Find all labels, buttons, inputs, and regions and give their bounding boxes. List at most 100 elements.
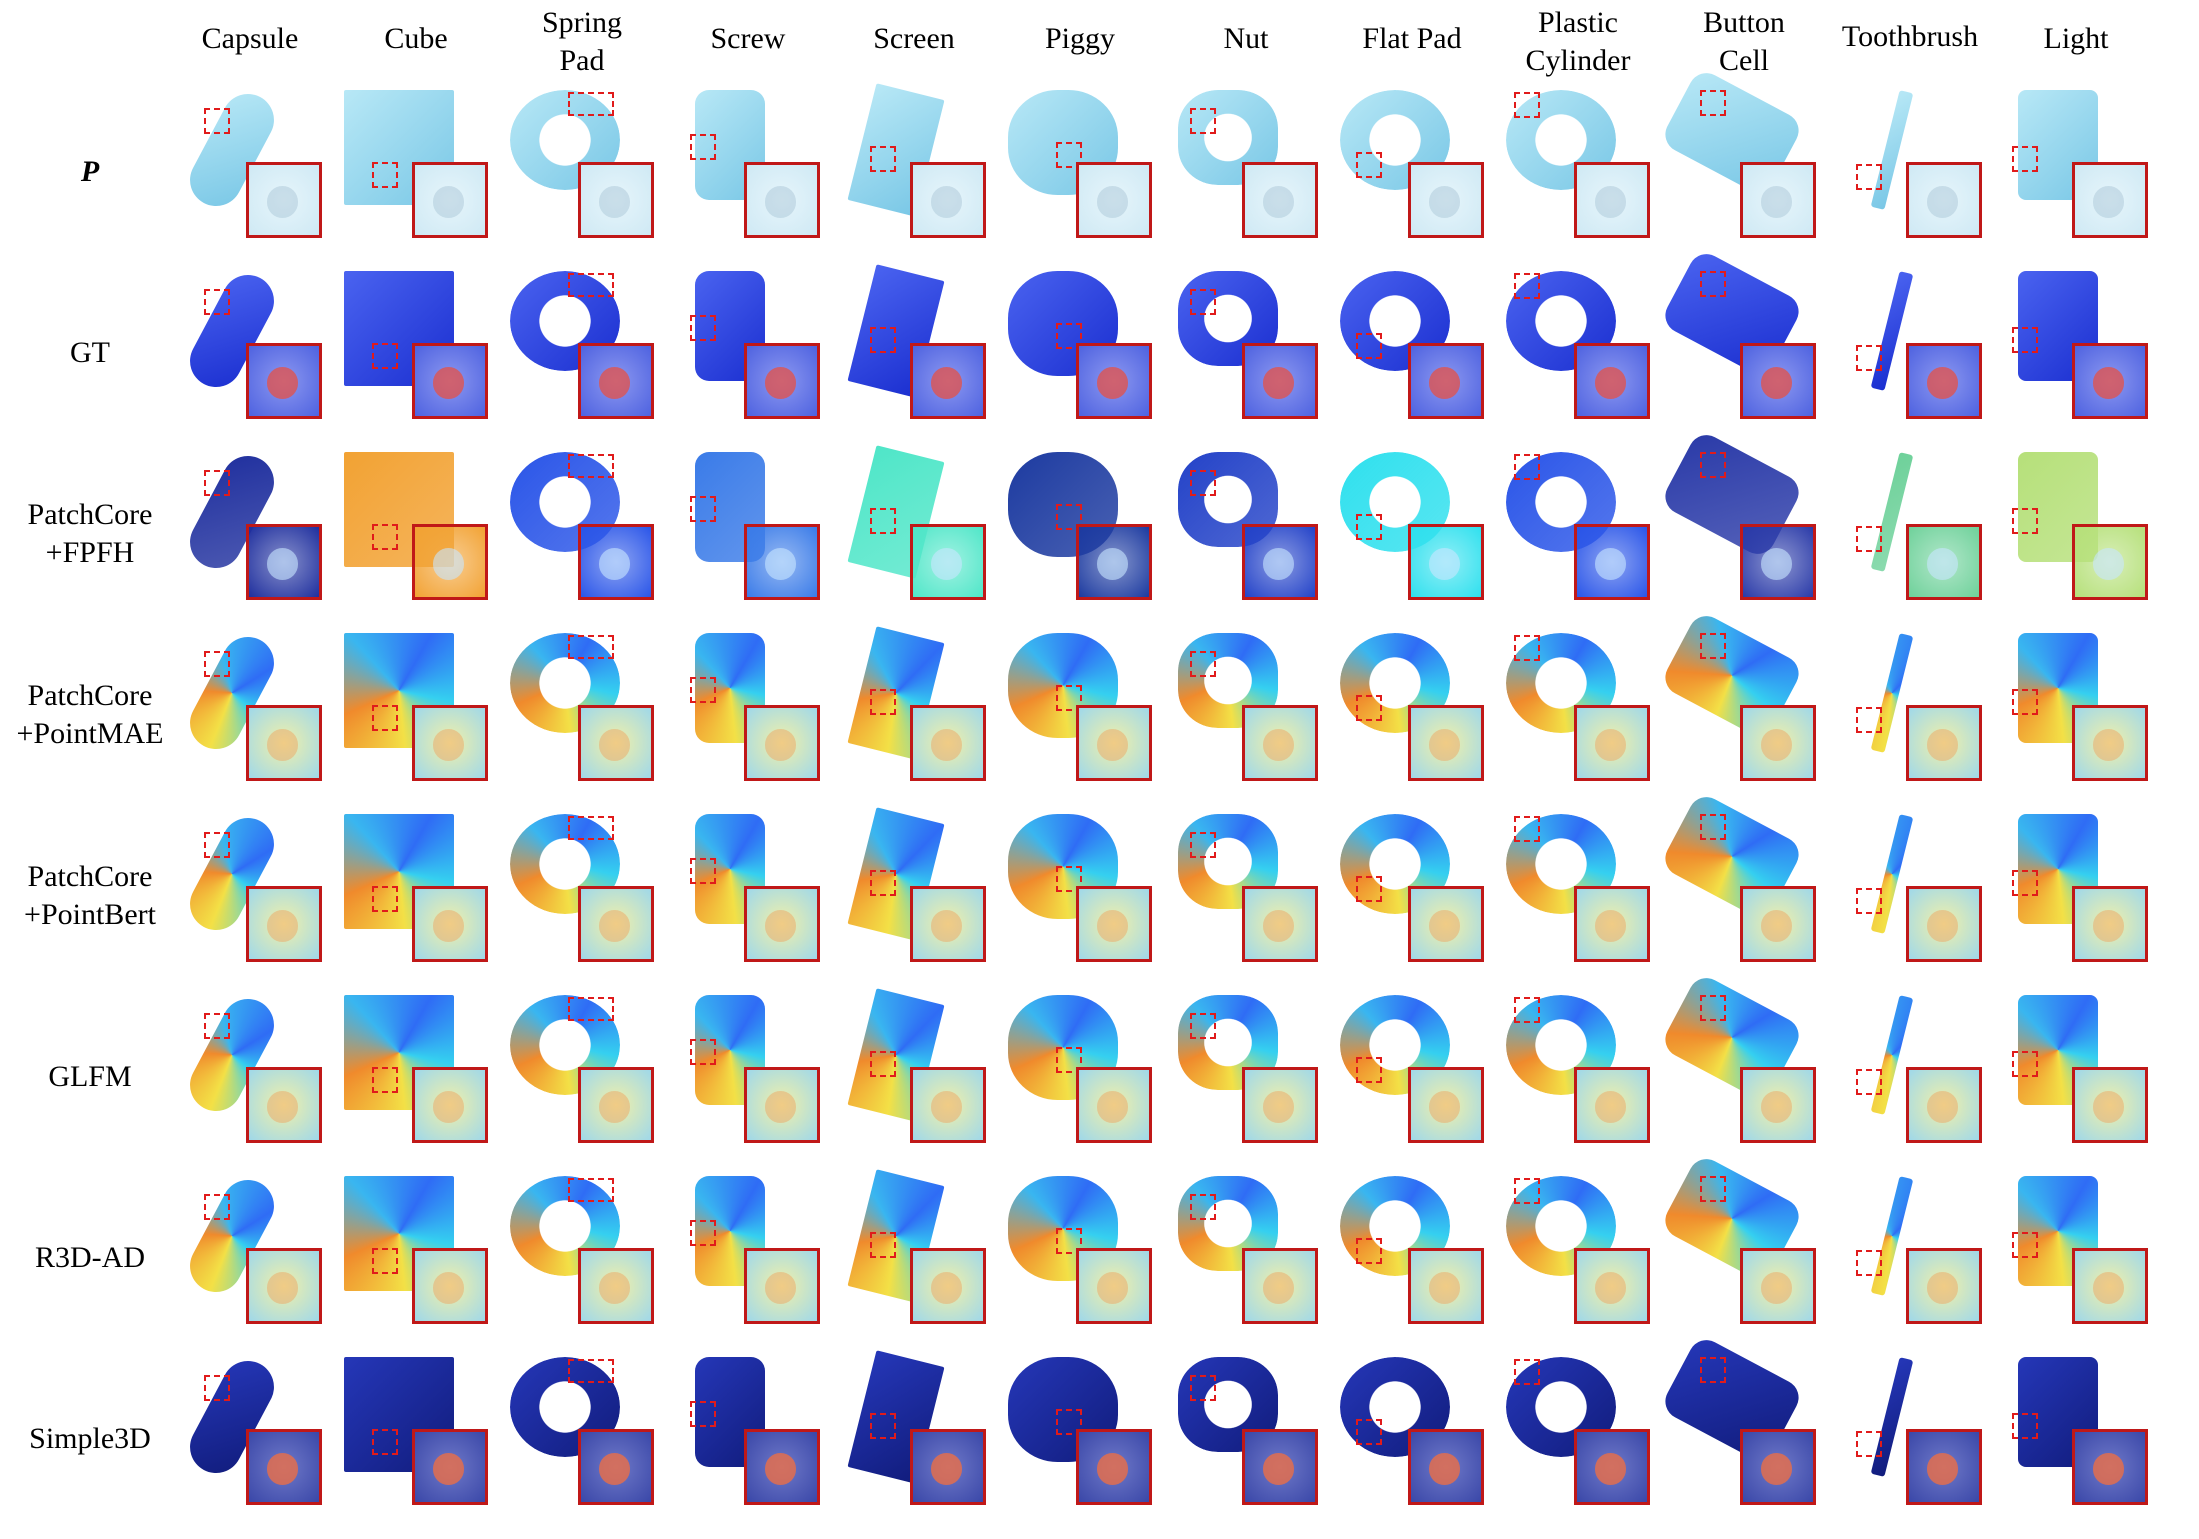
anomaly-spot [598, 1272, 630, 1304]
anomaly-spot [1428, 1272, 1460, 1304]
row-label: R3D-AD [0, 1239, 180, 1277]
column-header-flat-pad: Flat Pad [1332, 20, 1492, 58]
anomaly-spot [1760, 1091, 1792, 1123]
anomaly-spot [1428, 729, 1460, 761]
anomaly-spot [1262, 1272, 1294, 1304]
anomaly-spot [764, 729, 796, 761]
anomaly-region-box [1190, 1194, 1216, 1220]
row-label: PatchCore +PointMAE [0, 677, 180, 753]
result-cell [344, 82, 510, 264]
anomaly-spot [432, 1091, 464, 1123]
result-cell [344, 806, 510, 988]
zoomed-inset [578, 1248, 654, 1324]
zoomed-inset [1242, 1067, 1318, 1143]
zoomed-inset [246, 343, 322, 419]
zoomed-inset [1076, 162, 1152, 238]
anomaly-region-box [690, 677, 716, 703]
anomaly-spot [1262, 186, 1294, 218]
zoomed-inset [412, 886, 488, 962]
anomaly-region-box [1514, 1359, 1540, 1385]
zoomed-inset [246, 1429, 322, 1505]
anomaly-spot [2092, 1091, 2124, 1123]
result-cell [842, 263, 1008, 445]
anomaly-spot [1926, 548, 1958, 580]
anomaly-spot [266, 1272, 298, 1304]
result-cell [344, 263, 510, 445]
zoomed-inset [910, 343, 986, 419]
zoomed-inset [1408, 1067, 1484, 1143]
zoomed-inset [744, 1067, 820, 1143]
anomaly-region-box [1700, 814, 1726, 840]
anomaly-region-box [1856, 526, 1882, 552]
result-cell [1340, 1168, 1506, 1350]
result-cell [2004, 263, 2170, 445]
anomaly-region-box [372, 162, 398, 188]
anomaly-region-box [1514, 816, 1540, 842]
row-label: GT [0, 334, 180, 372]
zoomed-inset [1408, 162, 1484, 238]
zoomed-inset [1076, 705, 1152, 781]
result-cell [1008, 1349, 1174, 1531]
zoomed-inset [1242, 343, 1318, 419]
anomaly-region-box [1056, 866, 1082, 892]
result-cell [344, 1349, 510, 1531]
anomaly-spot [1428, 186, 1460, 218]
anomaly-spot [1926, 1453, 1958, 1485]
column-header-screen: Screen [834, 20, 994, 58]
result-cell [676, 82, 842, 264]
result-cell [1340, 82, 1506, 264]
column-header-line: Spring [541, 6, 622, 39]
anomaly-spot [432, 729, 464, 761]
anomaly-region-box [1514, 273, 1540, 299]
result-cell [178, 1349, 344, 1531]
anomaly-region-box [2012, 870, 2038, 896]
anomaly-spot [2092, 729, 2124, 761]
zoomed-inset [744, 1429, 820, 1505]
zoomed-inset [2072, 1248, 2148, 1324]
result-cell [1506, 1168, 1672, 1350]
result-cell [510, 444, 676, 626]
anomaly-region-box [568, 454, 614, 478]
column-header-plastic-cylinder: Plastic Cylinder [1498, 4, 1658, 80]
anomaly-spot [1096, 910, 1128, 942]
anomaly-region-box [1700, 1176, 1726, 1202]
result-cell [1659, 1152, 1838, 1350]
result-cell [178, 444, 344, 626]
zoomed-inset [1740, 524, 1816, 600]
row-label-line: GLFM [48, 1060, 132, 1093]
result-cell [1174, 806, 1340, 988]
row-label: GLFM [0, 1058, 180, 1096]
anomaly-spot [1926, 1272, 1958, 1304]
anomaly-spot [930, 186, 962, 218]
zoomed-inset [1740, 343, 1816, 419]
anomaly-spot [1594, 1272, 1626, 1304]
anomaly-spot [266, 548, 298, 580]
zoomed-inset [1740, 705, 1816, 781]
zoomed-inset [1076, 1429, 1152, 1505]
anomaly-region-box [870, 508, 896, 534]
anomaly-spot [2092, 367, 2124, 399]
anomaly-region-box [1700, 995, 1726, 1021]
zoomed-inset [1574, 886, 1650, 962]
zoomed-inset [412, 343, 488, 419]
anomaly-region-box [568, 273, 614, 297]
anomaly-region-box [2012, 508, 2038, 534]
result-cell [1340, 444, 1506, 626]
anomaly-region-box [568, 1359, 614, 1383]
anomaly-region-box [1190, 651, 1216, 677]
zoomed-inset [1740, 1429, 1816, 1505]
anomaly-region-box [1056, 1228, 1082, 1254]
zoomed-inset [1574, 343, 1650, 419]
zoomed-inset [1076, 343, 1152, 419]
result-cell [344, 444, 510, 626]
result-cell [510, 625, 676, 807]
result-cell [510, 1168, 676, 1350]
anomaly-region-box [204, 832, 230, 858]
anomaly-spot [1594, 1091, 1626, 1123]
anomaly-region-box [1514, 1178, 1540, 1204]
anomaly-spot [598, 1091, 630, 1123]
anomaly-region-box [2012, 327, 2038, 353]
anomaly-region-box [1514, 92, 1540, 118]
result-cell [510, 263, 676, 445]
anomaly-region-box [568, 997, 614, 1021]
